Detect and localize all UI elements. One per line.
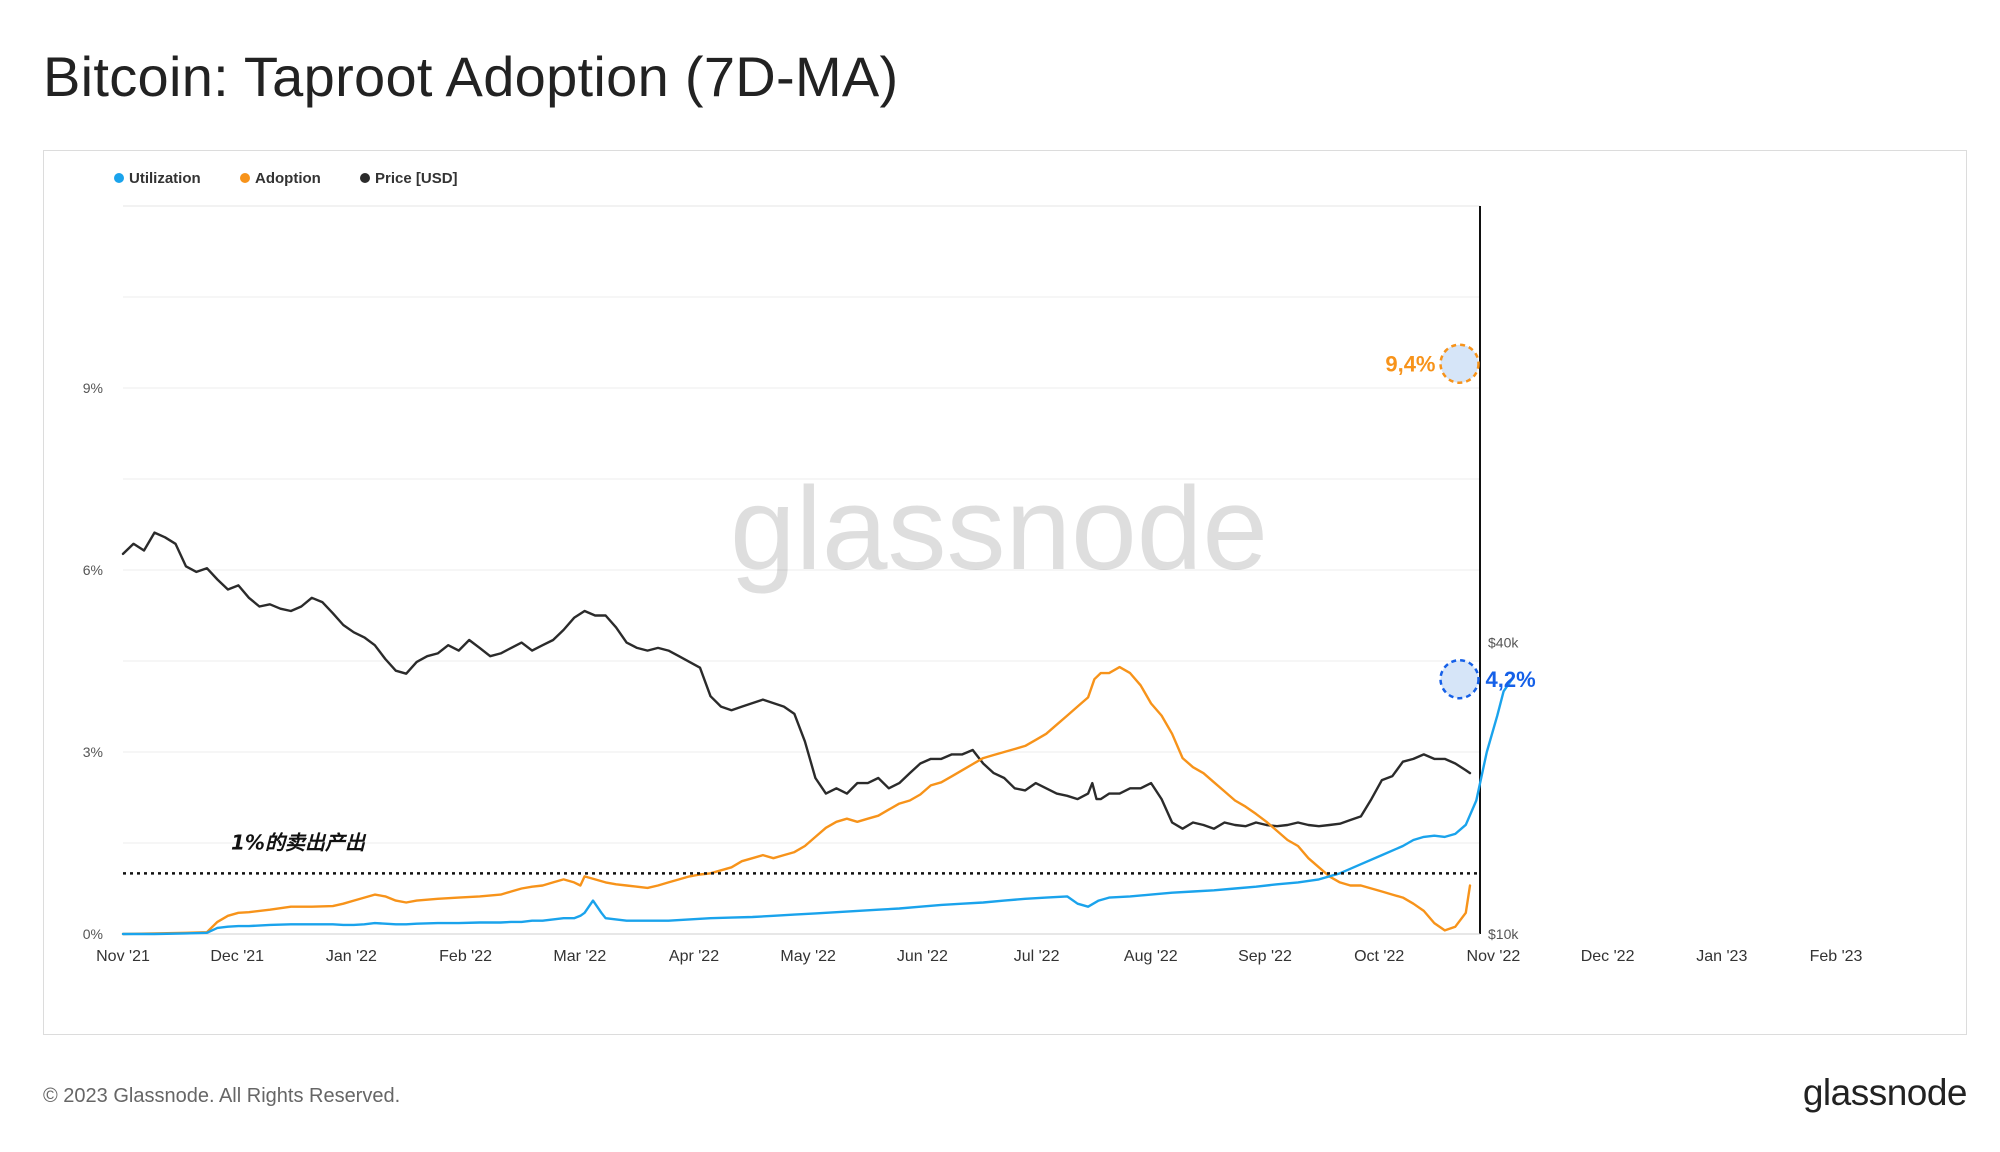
legend-swatch bbox=[240, 173, 250, 183]
y-left-tick-label: 3% bbox=[83, 744, 103, 760]
x-tick-label: May '22 bbox=[780, 948, 836, 965]
legend-swatch bbox=[114, 173, 124, 183]
x-tick-label: Aug '22 bbox=[1124, 948, 1178, 965]
chart-card: glassnode 0% 3% 6% 9% $10k $40k Nov '21 Dec '21… bbox=[43, 150, 1967, 1035]
legend-item-utilization[interactable]: Utilization bbox=[114, 170, 201, 187]
x-tick-label: Dec '21 bbox=[210, 948, 264, 965]
y-right-tick-label: $40k bbox=[1488, 635, 1519, 651]
brand-logo[interactable]: glassnode bbox=[1802, 1072, 1968, 1113]
x-tick-label: Jan '23 bbox=[1696, 948, 1747, 965]
watermark: glassnode bbox=[730, 463, 1268, 595]
y-left-tick-label: 9% bbox=[83, 380, 103, 396]
x-tick-label: Jul '22 bbox=[1014, 948, 1060, 965]
y-left-tick-label: 0% bbox=[83, 926, 103, 942]
series-line-utilization[interactable] bbox=[121, 678, 1514, 936]
x-tick-label: Apr '22 bbox=[669, 948, 719, 965]
x-tick-label: Jun '22 bbox=[897, 948, 948, 965]
annotation-label: 9,4% bbox=[1385, 352, 1435, 377]
legend[interactable]: Utilization Adoption Price [USD] bbox=[114, 170, 458, 187]
x-tick-label: Sep '22 bbox=[1238, 948, 1292, 965]
x-tick-label: Oct '22 bbox=[1354, 948, 1404, 965]
annotation-circle bbox=[1439, 658, 1480, 700]
x-tick-label: Feb '22 bbox=[439, 948, 492, 965]
reference-line-label: 1%的卖出产出 bbox=[231, 830, 367, 854]
series-layer bbox=[121, 531, 1514, 936]
x-tick-label: Mar '22 bbox=[553, 948, 606, 965]
legend-swatch bbox=[360, 173, 370, 183]
copyright-text: © 2023 Glassnode. All Rights Reserved. bbox=[43, 1085, 401, 1107]
annotation-circle bbox=[1439, 343, 1480, 384]
x-tick-label: Feb '23 bbox=[1810, 948, 1863, 965]
y-left-tick-label: 6% bbox=[83, 562, 103, 578]
legend-label: Adoption bbox=[255, 170, 321, 187]
page-title: Bitcoin: Taproot Adoption (7D-MA) bbox=[43, 45, 899, 108]
x-tick-label: Jan '22 bbox=[326, 948, 377, 965]
series-line-price-usd[interactable] bbox=[121, 531, 1472, 830]
axes-layer: 0% 3% 6% 9% $10k $40k Nov '21 Dec '21 Jan '22 Feb… bbox=[83, 206, 1863, 965]
legend-label: Price [USD] bbox=[375, 170, 458, 187]
annotation-label: 4,2% bbox=[1486, 667, 1536, 692]
grid-layer bbox=[123, 205, 1480, 935]
x-tick-label: Dec '22 bbox=[1581, 948, 1635, 965]
legend-item-adoption[interactable]: Adoption bbox=[240, 170, 321, 187]
annotations-layer: 1%的卖出产出 9,4% 4,2% bbox=[123, 343, 1536, 875]
legend-label: Utilization bbox=[129, 170, 201, 187]
x-tick-label: Nov '21 bbox=[96, 948, 150, 965]
legend-item-price-usd[interactable]: Price [USD] bbox=[360, 170, 458, 187]
x-tick-label: Nov '22 bbox=[1467, 948, 1521, 965]
series-line-adoption[interactable] bbox=[121, 665, 1472, 936]
chart-svg: glassnode 0% 3% 6% 9% $10k $40k Nov '21 Dec '21… bbox=[83, 170, 1863, 965]
y-right-tick-label: $10k bbox=[1488, 926, 1519, 942]
